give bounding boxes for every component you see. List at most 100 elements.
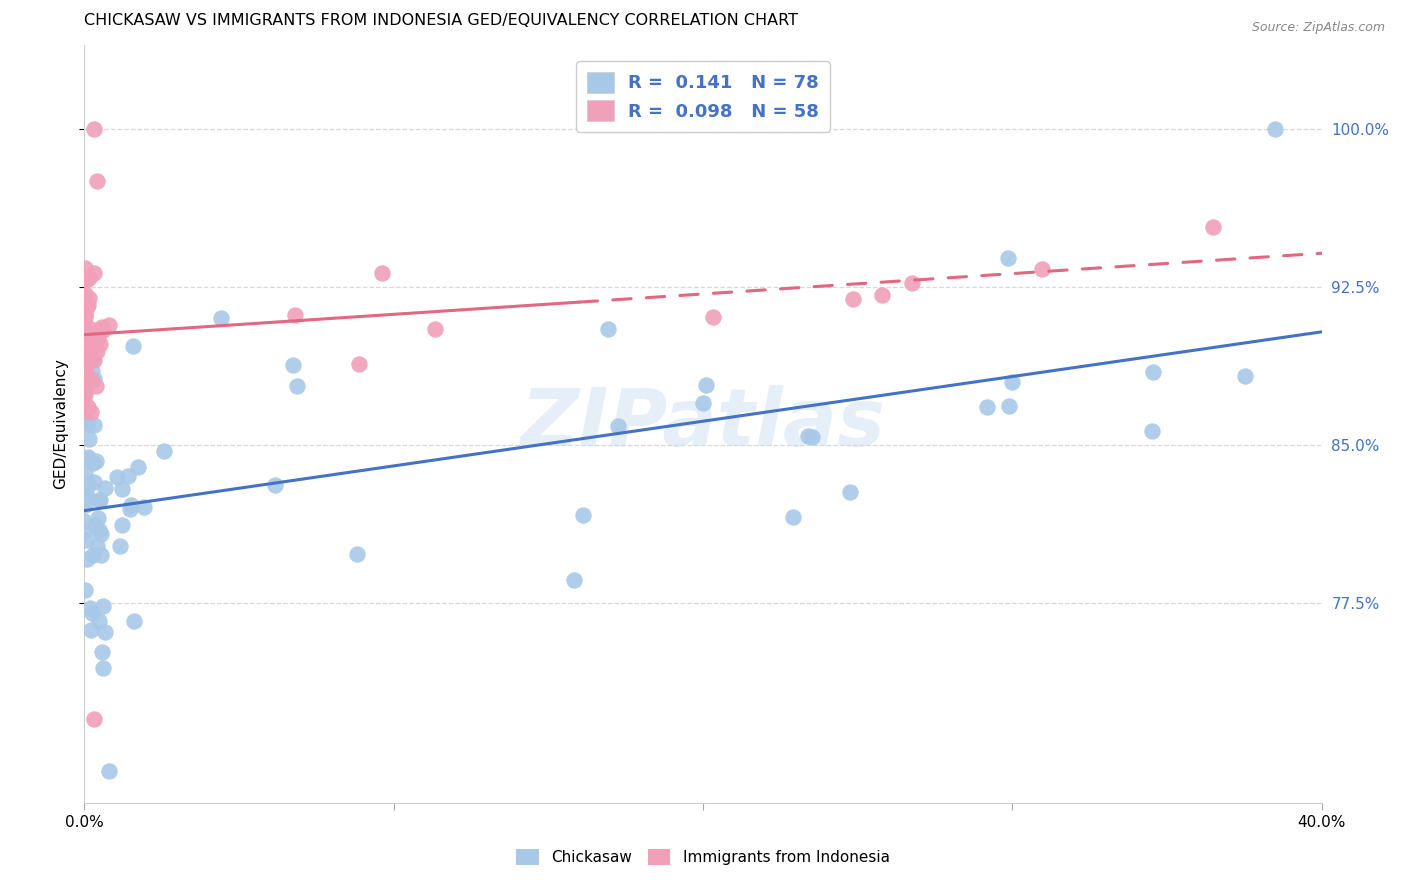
Point xyxy=(110,539,132,553)
Text: CHICKASAW VS IMMIGRANTS FROM INDONESIA GED/EQUIVALENCY CORRELATION CHART: CHICKASAW VS IMMIGRANTS FROM INDONESIA G… xyxy=(84,13,799,29)
Point xyxy=(75,485,97,500)
Point xyxy=(596,322,619,336)
Point xyxy=(80,352,103,367)
Point xyxy=(1001,375,1024,389)
Point xyxy=(90,526,112,541)
Point xyxy=(79,334,101,349)
Point xyxy=(79,404,101,418)
Point xyxy=(287,379,309,393)
Legend: Chickasaw, Immigrants from Indonesia: Chickasaw, Immigrants from Indonesia xyxy=(510,843,896,871)
Point xyxy=(75,326,97,340)
Point xyxy=(1140,424,1163,438)
Point xyxy=(127,459,149,474)
Point xyxy=(73,261,96,276)
Point xyxy=(75,286,97,301)
Point xyxy=(76,552,98,566)
Point xyxy=(76,297,98,311)
Point xyxy=(73,372,96,386)
Point xyxy=(83,418,105,433)
Point xyxy=(1264,121,1286,136)
Point xyxy=(1233,368,1256,383)
Point xyxy=(86,379,108,393)
Point xyxy=(73,344,96,359)
Point xyxy=(73,290,96,304)
Point xyxy=(76,300,98,314)
Point xyxy=(782,510,804,524)
Point xyxy=(82,456,104,470)
Point xyxy=(83,352,105,367)
Point xyxy=(73,334,96,348)
Point xyxy=(75,307,97,321)
Point xyxy=(76,417,98,431)
Point xyxy=(83,266,105,280)
Point xyxy=(80,623,103,637)
Point xyxy=(76,450,98,464)
Point xyxy=(75,355,97,369)
Point xyxy=(152,443,174,458)
Point xyxy=(122,614,145,628)
Point xyxy=(75,355,97,369)
Point xyxy=(73,339,96,353)
Point xyxy=(91,599,114,614)
Point xyxy=(83,517,105,532)
Point xyxy=(997,400,1019,414)
Point xyxy=(572,508,595,523)
Point xyxy=(797,429,820,443)
Point xyxy=(73,514,96,528)
Point xyxy=(83,372,105,386)
Point xyxy=(80,372,103,386)
Point xyxy=(75,367,97,381)
Point xyxy=(89,336,111,351)
Point xyxy=(111,483,134,497)
Point xyxy=(86,511,108,525)
Point xyxy=(371,267,394,281)
Point xyxy=(423,322,446,336)
Point xyxy=(73,327,96,342)
Point xyxy=(73,384,96,399)
Point xyxy=(82,606,104,620)
Point xyxy=(73,343,96,358)
Point xyxy=(562,573,585,587)
Point xyxy=(73,310,96,325)
Point xyxy=(73,370,96,384)
Point xyxy=(842,292,865,306)
Point xyxy=(82,348,104,362)
Point xyxy=(75,273,97,287)
Point xyxy=(89,492,111,507)
Point xyxy=(91,323,114,337)
Point xyxy=(80,363,103,377)
Point xyxy=(83,121,105,136)
Point xyxy=(900,276,922,290)
Point xyxy=(98,318,121,332)
Point xyxy=(83,712,105,726)
Point xyxy=(73,360,96,375)
Point xyxy=(1202,219,1225,234)
Point xyxy=(73,357,96,371)
Point xyxy=(122,339,145,353)
Point xyxy=(90,548,112,562)
Point xyxy=(75,533,97,548)
Point xyxy=(87,330,110,344)
Point xyxy=(702,310,724,324)
Point xyxy=(1142,365,1164,379)
Point xyxy=(606,418,628,433)
Point xyxy=(76,400,98,414)
Point xyxy=(118,502,141,516)
Point xyxy=(209,311,232,326)
Point xyxy=(77,292,100,306)
Point xyxy=(110,518,132,533)
Point xyxy=(976,401,998,415)
Point xyxy=(86,539,108,553)
Point xyxy=(997,252,1019,266)
Point xyxy=(695,378,717,392)
Point xyxy=(73,583,96,598)
Point xyxy=(284,308,307,322)
Point xyxy=(86,344,108,359)
Point xyxy=(73,524,96,539)
Point xyxy=(80,322,103,336)
Point xyxy=(73,404,96,418)
Y-axis label: GED/Equivalency: GED/Equivalency xyxy=(53,359,69,489)
Point xyxy=(132,500,155,514)
Point xyxy=(75,292,97,306)
Point xyxy=(117,469,139,483)
